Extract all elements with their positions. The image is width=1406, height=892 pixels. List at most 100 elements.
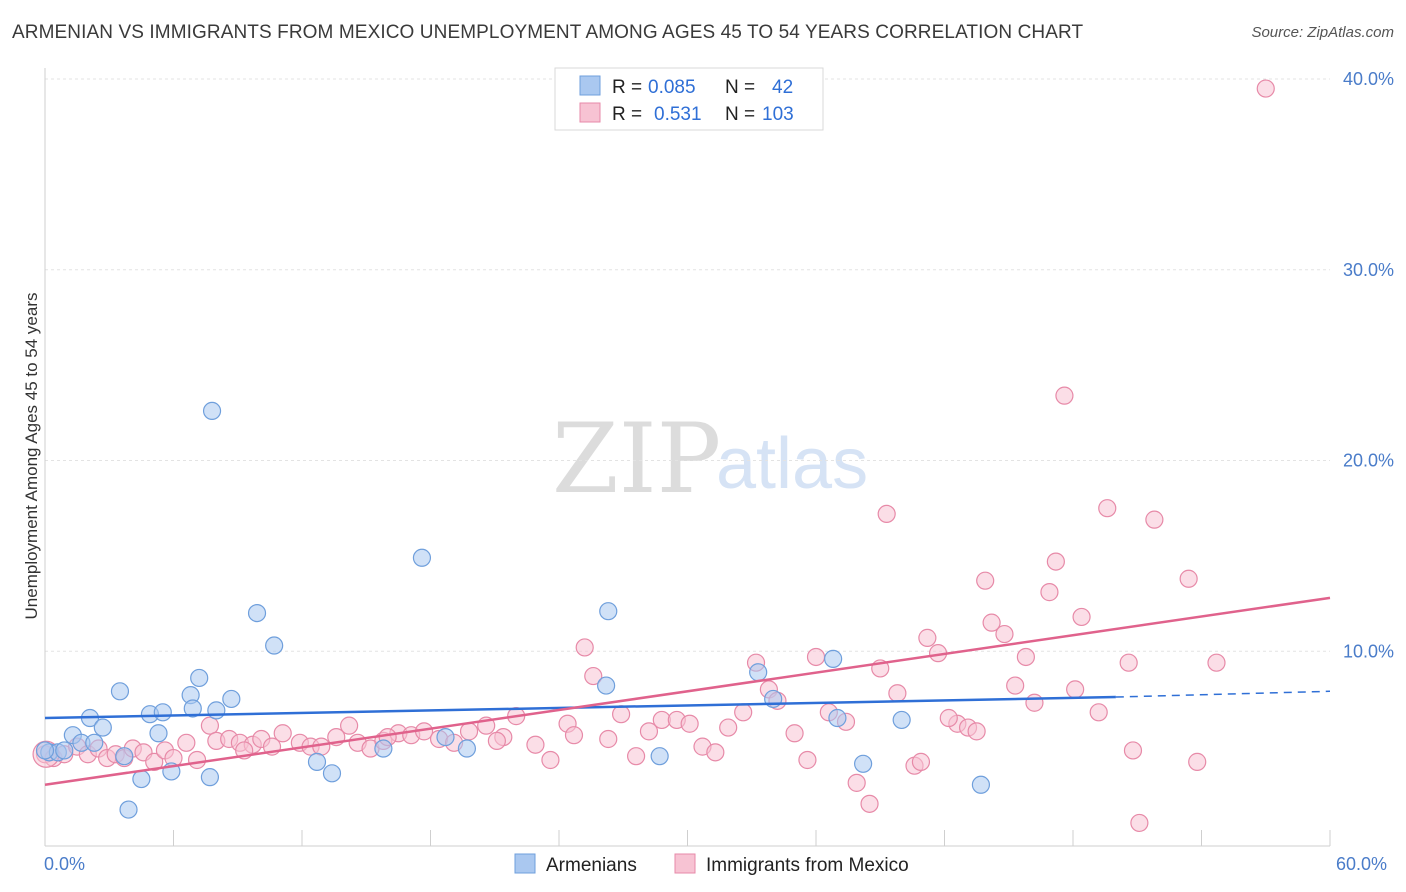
y-tick-label: 10.0% bbox=[1343, 641, 1394, 661]
mexico-point bbox=[1207, 653, 1226, 672]
legend-r-value-1: 0.085 bbox=[648, 77, 696, 98]
mexico-point bbox=[806, 647, 826, 667]
mexico-point bbox=[860, 794, 879, 813]
mexico-point bbox=[575, 638, 594, 657]
armenian-point bbox=[265, 636, 284, 655]
armenian-point bbox=[153, 703, 172, 722]
armenian-point bbox=[200, 768, 220, 787]
legend-r-label-2: R = bbox=[612, 104, 642, 125]
mexico-point bbox=[1066, 680, 1085, 699]
mexico-point bbox=[719, 718, 738, 737]
mexico-point bbox=[918, 628, 937, 647]
correlation-legend: R = 0.085 N = 42 R = 0.531 N = 103 bbox=[554, 67, 824, 131]
mexico-point bbox=[526, 735, 545, 754]
mexico-point bbox=[1179, 569, 1198, 588]
legend-n-value-1: 42 bbox=[772, 77, 793, 98]
mexico-point bbox=[911, 752, 931, 771]
legend-swatch-armenians bbox=[579, 75, 601, 96]
armenian-point bbox=[35, 741, 55, 760]
mexico-point bbox=[1040, 583, 1059, 602]
mexico-point bbox=[541, 750, 560, 770]
mexico-point bbox=[1119, 653, 1138, 672]
mexico-point bbox=[785, 724, 804, 743]
armenian-point bbox=[457, 739, 477, 758]
y-tick-label: 20.0% bbox=[1343, 451, 1394, 471]
mexico-point bbox=[1016, 647, 1035, 667]
armenian-point bbox=[436, 727, 455, 747]
legend-n-label-1: N = bbox=[725, 77, 755, 98]
x-tick-label-min: 0.0% bbox=[44, 854, 85, 874]
mexico-point bbox=[1025, 693, 1044, 712]
armenian-point bbox=[55, 741, 74, 760]
mexico-point bbox=[1055, 386, 1074, 405]
source-credit: Source: ZipAtlas.com bbox=[1251, 24, 1394, 41]
armenian-point bbox=[824, 649, 843, 668]
armenian-point bbox=[119, 800, 138, 819]
x-tick-label-max: 60.0% bbox=[1336, 854, 1387, 874]
armenian-point bbox=[892, 710, 911, 730]
bottom-legend-label-mexico: Immigrants from Mexico bbox=[706, 855, 909, 876]
chart-title: ARMENIAN VS IMMIGRANTS FROM MEXICO UNEMP… bbox=[12, 22, 1084, 43]
watermark-zip: ZIP bbox=[552, 403, 721, 515]
mexico-point bbox=[734, 703, 753, 722]
armenian-point bbox=[854, 754, 873, 773]
mexico-point bbox=[187, 750, 207, 770]
armenians-trend-extension bbox=[1115, 690, 1331, 698]
armenian-point bbox=[749, 663, 768, 682]
y-axis-label: Unemployment Among Ages 45 to 54 years bbox=[22, 293, 41, 620]
armenian-point bbox=[132, 769, 151, 789]
watermark-atlas: atlas bbox=[716, 424, 868, 504]
y-tick-label: 40.0% bbox=[1343, 69, 1394, 89]
mexico-point bbox=[459, 722, 479, 741]
mexico-point bbox=[612, 705, 631, 724]
mexico-point bbox=[939, 708, 958, 728]
armenian-point bbox=[85, 733, 104, 752]
y-tick-label: 30.0% bbox=[1343, 260, 1394, 280]
armenian-point bbox=[149, 724, 168, 743]
mexico-point bbox=[847, 773, 866, 792]
y-tick-labels: 10.0% 20.0% 30.0% 40.0% bbox=[1343, 69, 1394, 661]
armenian-point bbox=[190, 668, 209, 688]
mexico-point bbox=[1098, 499, 1117, 518]
mexico-point bbox=[273, 724, 292, 743]
mexico-point bbox=[340, 716, 359, 735]
armenian-point bbox=[971, 775, 991, 794]
mexico-point bbox=[177, 733, 196, 752]
bottom-legend-swatch-armenians bbox=[514, 853, 536, 874]
mexico-point bbox=[1256, 79, 1275, 98]
armenian-point bbox=[412, 548, 432, 567]
mexico-point bbox=[584, 666, 603, 686]
mexico-point bbox=[982, 613, 1001, 632]
legend-swatch-mexico bbox=[579, 102, 601, 123]
armenian-point bbox=[110, 682, 130, 701]
armenian-point bbox=[307, 752, 327, 771]
x-axis-ticks bbox=[44, 830, 1331, 846]
armenian-point bbox=[207, 701, 226, 720]
armenian-point bbox=[374, 739, 393, 758]
mexico-point bbox=[599, 729, 618, 749]
armenian-point bbox=[222, 689, 241, 709]
trend-lines bbox=[44, 596, 1331, 787]
armenian-point bbox=[599, 602, 618, 621]
armenian-point bbox=[597, 676, 616, 695]
bottom-legend-swatch-mexico bbox=[674, 853, 696, 874]
mexico-point bbox=[487, 731, 506, 751]
mexico-point bbox=[1130, 813, 1149, 833]
mexico-point bbox=[967, 722, 986, 741]
legend-r-label-1: R = bbox=[612, 77, 642, 98]
bottom-legend-label-armenians: Armenians bbox=[546, 855, 637, 876]
mexico-point bbox=[1046, 552, 1065, 571]
mexico-point bbox=[626, 747, 646, 766]
mexico-point bbox=[1123, 741, 1143, 760]
armenian-point bbox=[93, 718, 112, 737]
armenian-point bbox=[115, 747, 134, 766]
legend-r-value-2: 0.531 bbox=[654, 104, 702, 125]
mexico-point bbox=[888, 684, 907, 703]
mexico-point bbox=[1188, 752, 1207, 771]
armenian-point bbox=[828, 708, 847, 728]
armenian-point bbox=[183, 699, 202, 718]
series-armenians bbox=[35, 401, 991, 819]
series-legend: Armenians Immigrants from Mexico bbox=[514, 853, 909, 876]
mexico-point bbox=[877, 504, 896, 524]
